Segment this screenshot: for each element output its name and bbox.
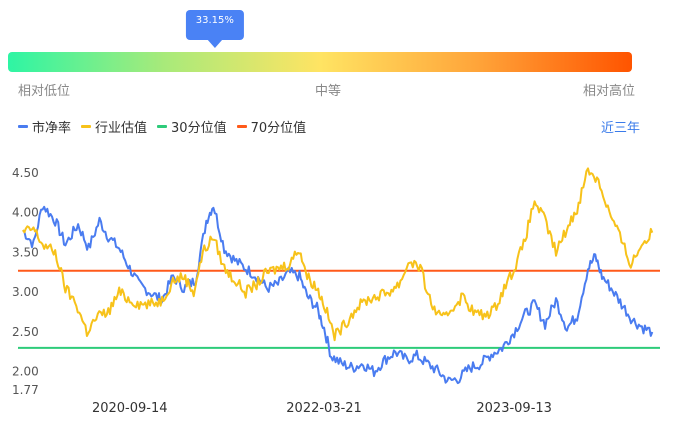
y-tick-label: 2.00	[12, 365, 39, 379]
percentile-tooltip: 33.15%	[185, 10, 244, 48]
x-axis: 2020-09-14 2022-03-21 2023-09-13	[92, 401, 552, 416]
percentile-gauge	[8, 52, 632, 72]
legend-item-p30[interactable]: 30分位值	[157, 117, 227, 136]
y-tick-label: 3.50	[12, 245, 39, 259]
legend-swatch	[157, 125, 168, 128]
y-tick-label: 2.50	[12, 325, 39, 339]
series-line	[22, 167, 654, 342]
legend-swatch	[81, 125, 92, 128]
legend-item-pb[interactable]: 市净率	[18, 117, 71, 136]
legend-label: 70分位值	[250, 121, 307, 136]
x-tick-label: 2023-09-13	[476, 401, 552, 416]
y-tick-label: 4.50	[12, 166, 39, 180]
series-lines	[22, 167, 654, 385]
y-axis: 4.50 4.00 3.50 3.00 2.50 2.00 1.77	[12, 166, 39, 397]
x-tick-label: 2020-09-14	[92, 401, 168, 416]
legend-swatch	[18, 125, 28, 128]
gauge-label-low: 相对低位	[18, 84, 71, 99]
gauge-label-high: 相对高位	[583, 84, 636, 99]
series-line	[22, 205, 654, 385]
legend-item-industry[interactable]: 行业估值	[81, 117, 147, 136]
reference-lines	[18, 269, 660, 349]
valuation-chart: 4.504.003.503.002.502.001.77 2020-09-14 2…	[12, 166, 660, 416]
y-tick-label: 4.00	[12, 206, 39, 220]
y-tick-label: 1.77	[12, 383, 39, 397]
range-select-button[interactable]: 近三年	[600, 121, 640, 136]
y-tick-label: 3.00	[12, 285, 39, 299]
legend-label: 市净率	[32, 121, 72, 136]
gauge-bar	[8, 52, 632, 72]
legend-swatch	[236, 125, 247, 128]
chart-legend: 市净率 行业估值 30分位值 70分位值	[18, 117, 316, 136]
legend-label: 30分位值	[171, 121, 227, 136]
gauge-label-mid: 中等	[315, 84, 342, 99]
legend-item-p70[interactable]: 70分位值	[236, 117, 307, 136]
legend-label: 行业估值	[95, 121, 148, 136]
x-tick-label: 2022-03-21	[286, 401, 362, 416]
